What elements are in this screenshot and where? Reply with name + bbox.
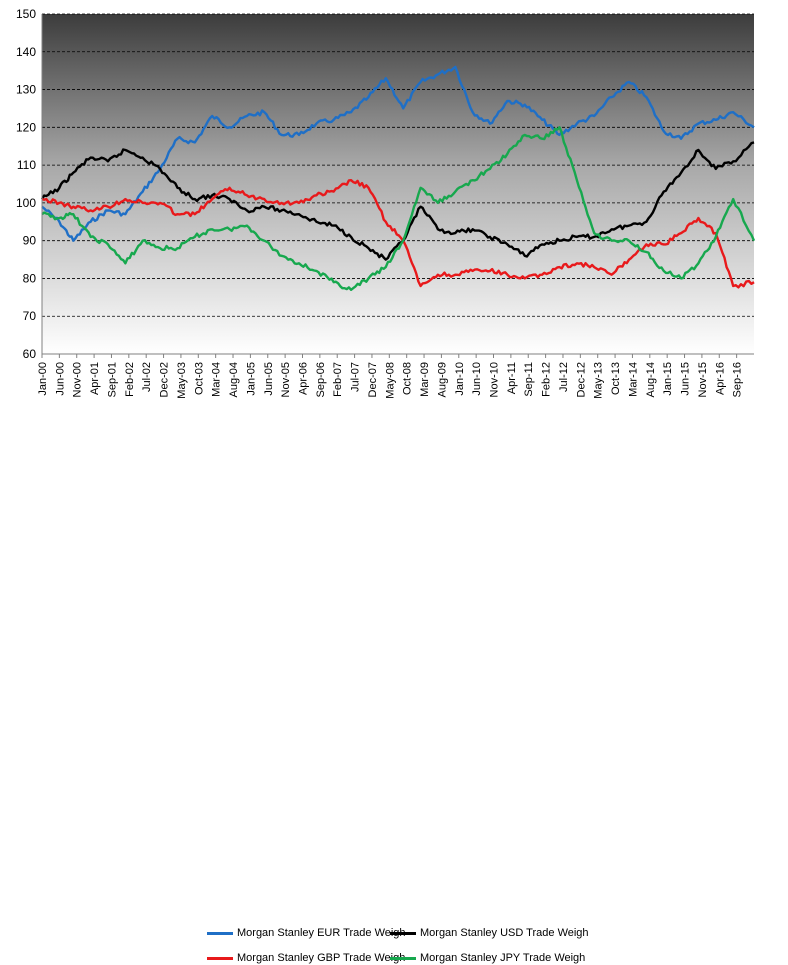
legend-label-gbp: Morgan Stanley GBP Trade Weigh xyxy=(237,952,406,964)
legend-swatch-gbp xyxy=(207,956,233,960)
x-tick-label: Jan-05 xyxy=(245,362,257,396)
x-tick-label: Apr-16 xyxy=(714,362,726,395)
x-tick-label: Mar-04 xyxy=(211,362,223,397)
x-tick-label: Jul-02 xyxy=(141,362,153,392)
x-tick-label: Jan-00 xyxy=(37,362,49,396)
y-tick-label: 60 xyxy=(23,347,37,361)
x-tick-label: Feb-12 xyxy=(541,362,553,397)
x-tick-label: Nov-05 xyxy=(280,362,292,397)
x-tick-label: Dec-12 xyxy=(575,362,587,397)
legend-item-gbp: Morgan Stanley GBP Trade Weigh xyxy=(207,951,405,965)
x-tick-label: Aug-14 xyxy=(645,362,657,397)
legend-swatch-jpy xyxy=(390,956,416,960)
x-tick-label: May-03 xyxy=(176,362,188,399)
x-tick-label: May-13 xyxy=(593,362,605,399)
x-tick-label: Sep-11 xyxy=(523,362,535,397)
x-tick-label: Feb-07 xyxy=(332,362,344,397)
x-tick-label: Jun-15 xyxy=(680,362,692,396)
y-tick-label: 100 xyxy=(16,196,36,210)
x-tick-label: Nov-15 xyxy=(697,362,709,397)
y-axis: 60 70 80 90 100 110 120 130 140 150 xyxy=(16,7,36,361)
chart-svg: 60 70 80 90 100 110 120 130 140 150 Jan-00 Jun-00 N… xyxy=(16,7,756,399)
series-line xyxy=(41,179,755,289)
x-tick-label: Jan-15 xyxy=(662,362,674,396)
x-axis: Jan-00 Jun-00 Nov-00 Apr-01 Sep-01 Feb-02 Jul-… xyxy=(37,354,744,399)
x-tick-label: Oct-03 xyxy=(193,362,205,395)
series-line xyxy=(41,65,755,242)
x-tick-label: Mar-09 xyxy=(419,362,431,397)
gridlines xyxy=(42,13,754,317)
x-tick-label: Sep-01 xyxy=(106,362,118,397)
x-tick-label: Oct-08 xyxy=(402,362,414,395)
series-line xyxy=(41,126,756,291)
x-tick-label: Jun-10 xyxy=(471,362,483,396)
x-tick-label: Jul-12 xyxy=(558,362,570,392)
plot-area xyxy=(42,14,754,354)
x-tick-label: Feb-02 xyxy=(124,362,136,397)
x-tick-label: Jun-00 xyxy=(54,362,66,396)
y-tick-label: 150 xyxy=(16,7,36,21)
legend-label-jpy: Morgan Stanley JPY Trade Weigh xyxy=(420,952,586,964)
y-tick-label: 70 xyxy=(23,309,37,323)
x-tick-label: Aug-09 xyxy=(436,362,448,397)
x-tick-label: Mar-14 xyxy=(627,362,639,397)
legend-swatch-usd xyxy=(390,931,416,935)
x-tick-label: Jan-10 xyxy=(454,362,466,396)
x-tick-label: Apr-11 xyxy=(506,362,518,394)
legend-item-eur: Morgan Stanley EUR Trade Weigh xyxy=(207,926,406,940)
y-tick-label: 120 xyxy=(16,120,36,134)
x-tick-label: Oct-13 xyxy=(610,362,622,395)
legend-item-usd: Morgan Stanley USD Trade Weigh xyxy=(390,926,589,940)
x-tick-label: May-08 xyxy=(384,362,396,399)
y-tick-label: 80 xyxy=(23,271,37,285)
x-tick-label: Sep-16 xyxy=(732,362,744,397)
series-line xyxy=(40,141,755,261)
y-tick-label: 90 xyxy=(23,234,37,248)
x-tick-label: Nov-10 xyxy=(489,362,501,397)
x-tick-label: Sep-06 xyxy=(315,362,327,397)
legend-item-jpy: Morgan Stanley JPY Trade Weigh xyxy=(390,951,585,965)
legend-swatch-eur xyxy=(207,931,233,935)
x-tick-label: Jul-07 xyxy=(350,362,362,392)
series-layer xyxy=(40,65,756,291)
x-tick-label: Apr-01 xyxy=(89,362,101,395)
x-tick-label: Jun-05 xyxy=(263,362,275,396)
y-tick-label: 110 xyxy=(17,158,36,172)
legend-label-usd: Morgan Stanley USD Trade Weigh xyxy=(420,927,589,939)
chart: 60 70 80 90 100 110 120 130 140 150 Jan-00 Jun-00 N… xyxy=(16,7,756,964)
y-tick-label: 140 xyxy=(16,45,36,59)
y-tick-label: 130 xyxy=(16,83,36,97)
x-tick-label: Apr-06 xyxy=(297,362,309,395)
x-tick-label: Aug-04 xyxy=(228,362,240,397)
x-tick-label: Nov-00 xyxy=(72,362,84,397)
x-tick-label: Dec-07 xyxy=(367,362,379,397)
x-tick-label: Dec-02 xyxy=(159,362,171,397)
legend-label-eur: Morgan Stanley EUR Trade Weigh xyxy=(237,927,406,939)
